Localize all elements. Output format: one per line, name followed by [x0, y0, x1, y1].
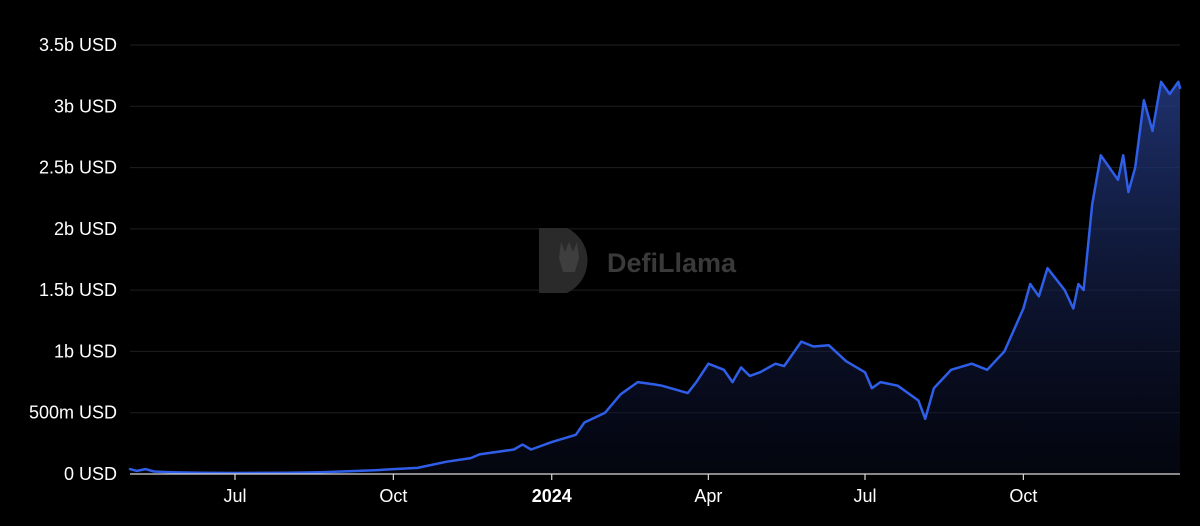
watermark-text: DefiLlama [607, 248, 737, 278]
y-tick-label: 3b USD [54, 96, 117, 116]
x-tick-label: 2024 [532, 486, 572, 506]
y-tick-label: 1b USD [54, 341, 117, 361]
y-tick-label: 1.5b USD [39, 280, 117, 300]
x-tick-label: Apr [694, 486, 722, 506]
x-tick-label: Jul [853, 486, 876, 506]
defillama-watermark: DefiLlama [539, 228, 737, 293]
defillama-logo-icon [539, 228, 588, 293]
y-tick-label: 3.5b USD [39, 35, 117, 55]
y-tick-label: 0 USD [64, 464, 117, 484]
x-tick-label: Oct [1009, 486, 1037, 506]
y-tick-label: 2b USD [54, 219, 117, 239]
x-tick-label: Oct [379, 486, 407, 506]
x-tick-label: Jul [223, 486, 246, 506]
y-tick-label: 500m USD [29, 403, 117, 423]
y-tick-label: 2.5b USD [39, 158, 117, 178]
